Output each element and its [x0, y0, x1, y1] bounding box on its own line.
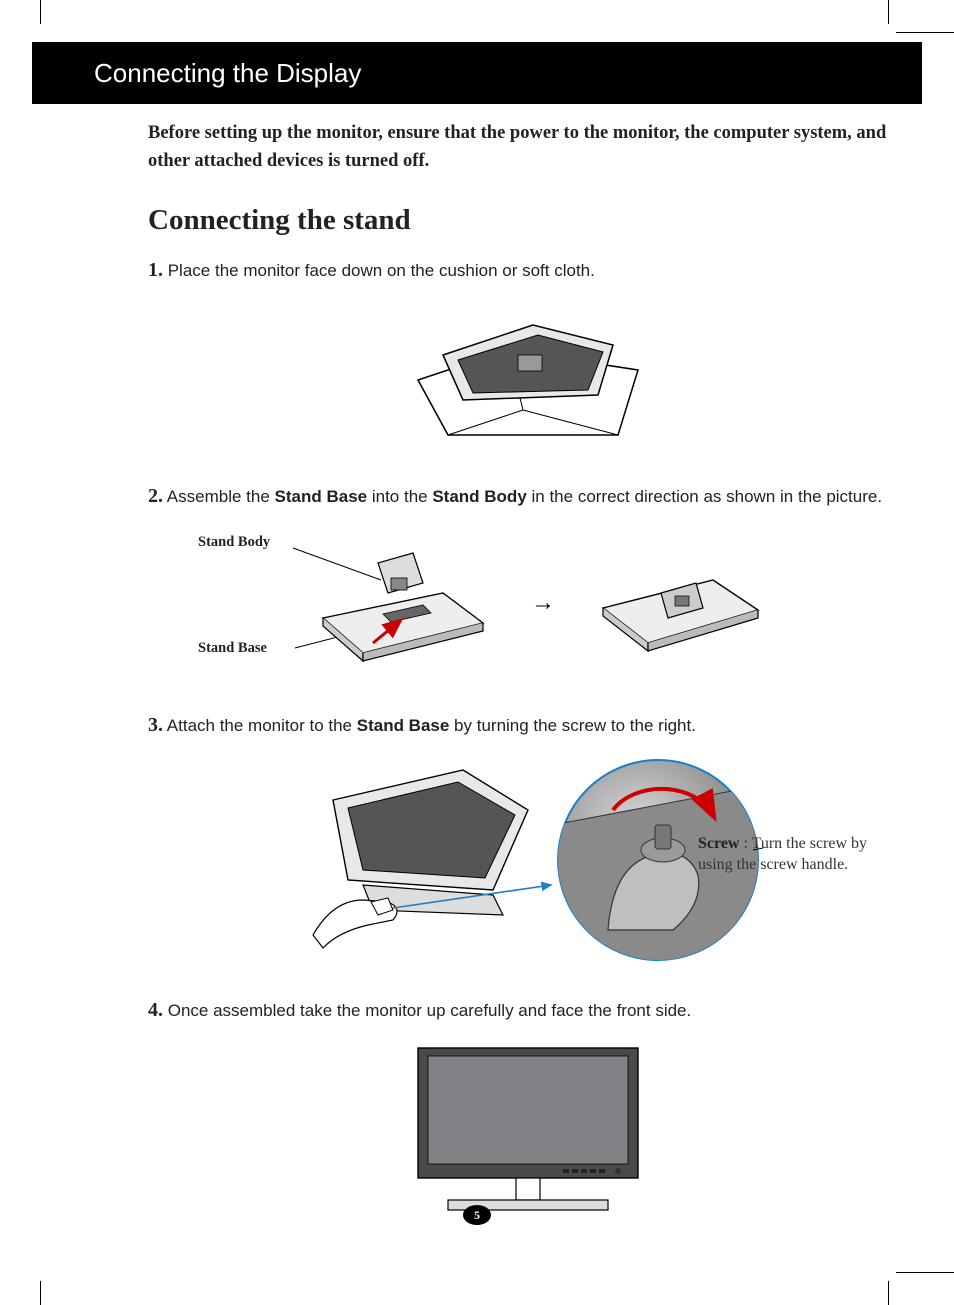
text-part: into the: [367, 487, 432, 506]
page-number-text: 5: [474, 1208, 480, 1223]
crop-mark: [896, 32, 954, 33]
screw-caption-bold: Screw: [698, 835, 739, 852]
step-2: 2. Assemble the Stand Base into the Stan…: [148, 485, 908, 508]
stand-assembly-after-icon: [583, 538, 773, 668]
arrow-right-icon: →: [531, 589, 555, 617]
text-part: Attach the monitor to the: [163, 716, 357, 735]
step-number: 1.: [148, 259, 163, 281]
page-number: 5: [463, 1205, 491, 1225]
text-part: by turning the screw to the right.: [449, 716, 696, 735]
step-4: 4. Once assembled take the monitor up ca…: [148, 999, 908, 1022]
crop-mark: [40, 1281, 41, 1305]
step-text: Place the monitor face down on the cushi…: [163, 261, 595, 280]
text-bold: Stand Base: [275, 487, 368, 506]
step-3: 3. Attach the monitor to the Stand Base …: [148, 714, 908, 737]
figure-1: [148, 300, 908, 455]
stand-body-label: Stand Body: [198, 534, 270, 551]
intro-text: Before setting up the monitor, ensure th…: [148, 120, 908, 176]
step-text: Once assembled take the monitor up caref…: [163, 1001, 691, 1020]
text-part: Assemble the: [163, 487, 275, 506]
step-text: Attach the monitor to the Stand Base by …: [163, 716, 696, 735]
monitor-on-cushion-icon: [388, 300, 668, 450]
crop-mark: [40, 0, 41, 24]
screw-caption: Screw : Turn the screw by using the scre…: [698, 833, 868, 876]
screw-attach-icon: [293, 760, 553, 960]
section-title: Connecting the stand: [148, 204, 908, 237]
header-title: Connecting the Display: [94, 58, 361, 89]
text-bold: Stand Body: [432, 487, 526, 506]
figure-3: Screw : Turn the screw by using the scre…: [148, 755, 908, 965]
crop-mark: [896, 1272, 954, 1273]
crop-mark: [888, 1281, 889, 1305]
step-1: 1. Place the monitor face down on the cu…: [148, 259, 908, 282]
step-number: 2.: [148, 485, 163, 507]
step-number: 3.: [148, 714, 163, 736]
step-number: 4.: [148, 999, 163, 1021]
figure-4: [148, 1040, 908, 1220]
text-bold: Stand Base: [357, 716, 450, 735]
figure-2: Stand Body Stand Base →: [148, 528, 908, 678]
stand-base-label: Stand Base: [198, 640, 267, 657]
stand-assembly-before-icon: [283, 528, 503, 678]
header-bar: Connecting the Display: [32, 42, 922, 104]
text-part: in the correct direction as shown in the…: [527, 487, 882, 506]
monitor-front-icon: [408, 1040, 648, 1215]
step-text: Assemble the Stand Base into the Stand B…: [163, 487, 882, 506]
crop-mark: [888, 0, 889, 24]
content-area: Before setting up the monitor, ensure th…: [148, 120, 908, 1220]
